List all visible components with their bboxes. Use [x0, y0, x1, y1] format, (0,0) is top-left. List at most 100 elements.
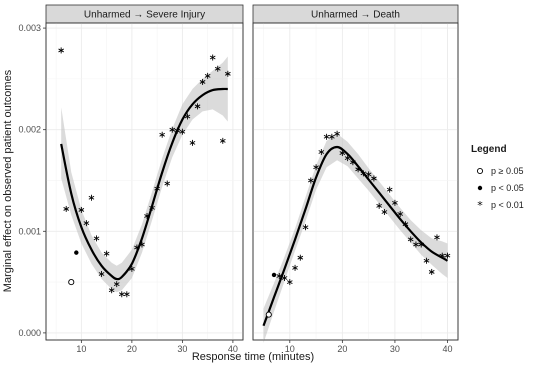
data-point-p01 [418, 241, 425, 248]
y-axis-ticks: 0.000 0.001 0.002 0.003 [18, 23, 46, 338]
gridlines-death [253, 23, 458, 340]
legend-label-p05: p < 0.05 [491, 183, 524, 193]
data-point-p01 [144, 213, 150, 220]
data-point-p01 [214, 65, 221, 72]
data-point-p01 [276, 272, 283, 279]
data-point-p01 [225, 70, 231, 77]
data-point-p01 [63, 205, 70, 212]
data-point-p01 [204, 72, 211, 79]
data-point-p01 [318, 149, 325, 156]
data-point-p01 [339, 150, 346, 157]
confidence-band-death [263, 133, 448, 343]
y-tick-label: 0.003 [18, 23, 41, 33]
fit-line-severe-injury [60, 87, 228, 281]
y-axis-title: Marginal effect on observed patient outc… [2, 69, 14, 292]
fit-line [60, 87, 228, 281]
data-point-p01 [381, 208, 388, 215]
strip-title-severe-injury: Unharmed → Severe Injury [84, 10, 205, 21]
panel-death: Unharmed → Death 10 20 30 40 [252, 4, 459, 354]
data-point-p01 [350, 159, 356, 166]
y-tick-label: 0.001 [18, 226, 41, 236]
data-point-p01 [88, 194, 95, 201]
data-point-p01 [365, 171, 372, 178]
data-point-p01 [219, 137, 226, 144]
x-ticks-severe-injury: 10 20 30 40 [76, 340, 238, 354]
data-point-p01 [123, 291, 130, 298]
data-point-p01 [184, 113, 191, 120]
data-point-p01 [103, 250, 110, 257]
x-tick-label: 30 [177, 344, 187, 354]
data-point-p01 [199, 78, 206, 85]
data-point-p01 [108, 287, 115, 294]
legend-filled-circle-marker [477, 185, 483, 191]
data-point-p01 [194, 103, 201, 110]
y-tick-label: 0.000 [18, 328, 41, 338]
x-tick-label: 20 [127, 344, 137, 354]
data-point-p01 [134, 244, 140, 251]
panel-severe-injury: Unharmed → Severe Injury 10 20 30 40 [45, 4, 244, 354]
data-point-p01 [164, 180, 171, 187]
data-point-p01 [113, 281, 120, 288]
legend-entry-p05: p < 0.05 [477, 183, 524, 193]
data-point-p01 [292, 264, 298, 271]
data-point-p01 [313, 164, 319, 171]
legend-open-circle-marker [476, 167, 484, 175]
x-tick-label: 10 [76, 344, 86, 354]
data-point-p01 [444, 252, 451, 259]
data-point-p01 [329, 133, 335, 140]
x-tick-label: 30 [390, 344, 400, 354]
data-point-p01 [402, 221, 409, 228]
data-point-p01 [281, 275, 288, 282]
x-tick-label: 40 [442, 344, 452, 354]
legend-entry-not-significant: p ≥ 0.05 [476, 166, 523, 176]
data-point-p01 [209, 54, 216, 61]
data-point-p01 [129, 265, 135, 272]
legend-entry-p01: * p < 0.01 [477, 199, 524, 212]
x-ticks-death: 10 20 30 40 [285, 340, 452, 354]
data-point-p01 [434, 234, 440, 241]
data-point-p01 [98, 270, 105, 277]
data-point-p01 [154, 185, 160, 192]
data-point-p01 [397, 211, 404, 218]
data-point-p01 [286, 279, 293, 286]
data-point-p01 [297, 254, 304, 261]
data-point-p01 [159, 131, 166, 138]
data-point-p01 [302, 224, 309, 231]
data-point-p01 [189, 139, 196, 146]
data-point-p01 [169, 126, 176, 133]
data-point-not-significant [68, 279, 75, 286]
data-point-p01 [83, 220, 90, 227]
data-point-p01 [407, 236, 414, 243]
data-point-p01 [439, 252, 446, 259]
data-point-p01 [179, 128, 186, 135]
panel-border-severe-injury [45, 22, 244, 341]
data-point-p05 [74, 250, 79, 255]
data-point-p01 [413, 241, 419, 248]
legend-asterisk-marker: * [477, 199, 483, 212]
data-point-p01 [355, 166, 361, 173]
x-axis-title: Response time (minutes) [192, 351, 314, 363]
points-death [265, 130, 451, 318]
x-tick-label: 40 [228, 344, 238, 354]
data-point-p01 [423, 257, 430, 264]
data-point-p01 [93, 235, 100, 242]
data-point-p01 [78, 206, 85, 213]
data-point-p01 [118, 291, 125, 298]
data-point-p01 [386, 186, 393, 193]
data-point-p01 [334, 130, 340, 137]
y-tick-label: 0.002 [18, 125, 41, 135]
data-point-p01 [174, 127, 181, 134]
data-point-p01 [392, 199, 398, 206]
data-point-p01 [344, 155, 351, 162]
data-point-p01 [428, 268, 435, 275]
x-tick-label: 20 [337, 344, 347, 354]
panel-border-death [252, 22, 459, 341]
confidence-band [263, 133, 448, 343]
data-point-p01 [139, 241, 145, 248]
data-point-p01 [376, 202, 382, 209]
data-point-p01 [360, 170, 367, 177]
data-point-p01 [323, 133, 330, 140]
data-point-not-significant [265, 311, 272, 318]
data-point-p01 [371, 175, 377, 182]
